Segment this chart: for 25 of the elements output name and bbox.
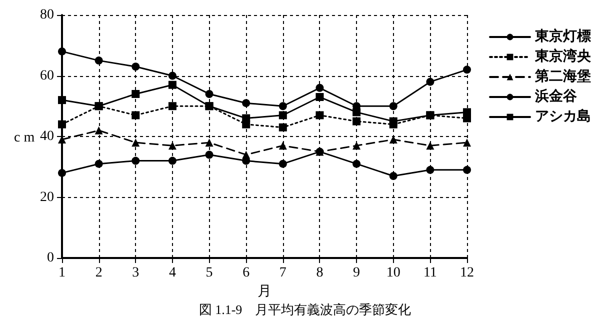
y-tick-label: 80 [40, 8, 54, 22]
x-tick-label: 1 [58, 266, 66, 280]
x-tick-label: 12 [460, 266, 474, 280]
x-tick-label: 10 [386, 266, 400, 280]
x-tick-label: 8 [316, 266, 324, 280]
y-tick-label: 0 [47, 250, 54, 266]
legend-label: 東京灯標 [534, 28, 591, 44]
x-tick-label: 6 [242, 266, 250, 280]
x-axis-title: 月 [258, 284, 272, 300]
x-tick-label: 5 [206, 266, 213, 280]
x-tick-label: 4 [168, 266, 176, 280]
y-tick-label: 40 [40, 129, 54, 144]
legend-label: 第二海堡 [534, 68, 591, 84]
legend-label: 浜金谷 [534, 88, 578, 104]
legend-label: アシカ島 [535, 108, 591, 124]
legend-label: 東京湾央 [534, 48, 592, 64]
x-tick-label: 7 [279, 266, 286, 280]
caption: 図 1.1-9 月平均有義波高の季節変化 [198, 302, 412, 317]
x-tick-label: 3 [132, 266, 140, 280]
y-axis-title: c m [14, 130, 35, 146]
x-tick-label: 9 [353, 266, 360, 280]
x-tick-label: 2 [95, 266, 102, 280]
y-tick-label: 20 [40, 190, 54, 205]
x-tick-label: 11 [423, 266, 437, 280]
y-tick-label: 60 [40, 68, 54, 84]
